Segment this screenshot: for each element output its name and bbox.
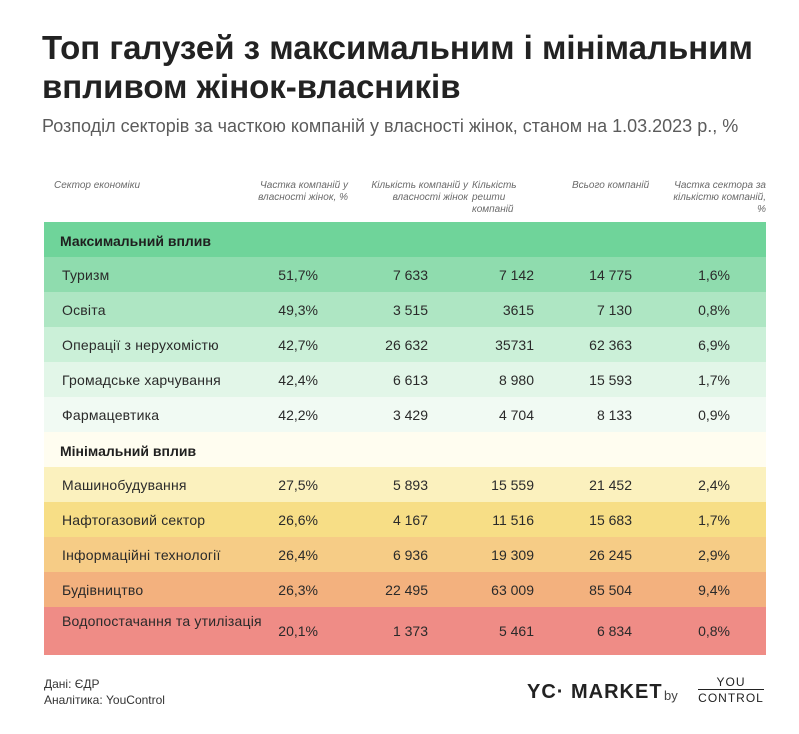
cell-total: 6 834 (596, 623, 632, 639)
sector-name: Громадське харчування (62, 372, 221, 388)
column-header-sector: Сектор економіки (54, 180, 141, 191)
table-row: Машинобудування 27,5% 5 893 15 559 21 452 2,4… (44, 467, 766, 502)
cell-share-women: 20,1% (278, 623, 318, 639)
sector-name: Нафтогазовий сектор (62, 512, 206, 528)
cell-sector-share: 0,8% (698, 302, 730, 318)
cell-share-women: 42,2% (278, 407, 318, 423)
cell-women-companies: 6 936 (392, 547, 428, 563)
chart-subtitle: Розподіл секторів за часткою компаній у … (42, 116, 739, 136)
cell-sector-share: 2,4% (698, 477, 730, 493)
column-header-share-women: Частка компаній у власності жінок, % (258, 180, 348, 203)
cell-other-companies: 4 704 (498, 407, 534, 423)
cell-women-companies: 7 633 (392, 267, 428, 283)
cell-total: 14 775 (589, 267, 632, 283)
footer-credits: Дані: ЄДР Аналітика: YouControl (44, 676, 165, 708)
table-header: Сектор економіки Частка компаній у власн… (44, 178, 766, 222)
cell-sector-share: 1,6% (698, 267, 730, 283)
cell-total: 7 130 (596, 302, 632, 318)
cell-sector-share: 0,8% (698, 623, 730, 639)
cell-total: 26 245 (589, 547, 632, 563)
cell-share-women: 26,4% (278, 547, 318, 563)
cell-sector-share: 1,7% (698, 372, 730, 388)
column-header-women-companies: Кількість компаній у власності жінок (371, 180, 468, 203)
data-table: Сектор економіки Частка компаній у власн… (44, 178, 766, 655)
cell-women-companies: 22 495 (385, 582, 428, 598)
cell-other-companies: 15 559 (491, 477, 534, 493)
table-row: Водопостачання та утилізація 20,1% 1 373 5 … (44, 607, 766, 655)
logo-line-2: CONTROL (698, 689, 764, 705)
cell-total: 15 683 (589, 512, 632, 528)
yc-market-logo: YC· MARKET (527, 681, 663, 703)
column-header-other-companies: Кількість решти компаній (472, 180, 517, 215)
table-row: Освіта 49,3% 3 515 3615 7 130 0,8% (44, 292, 766, 327)
cell-women-companies: 6 613 (392, 372, 428, 388)
cell-sector-share: 9,4% (698, 582, 730, 598)
cell-other-companies: 8 980 (498, 372, 534, 388)
cell-sector-share: 1,7% (698, 512, 730, 528)
cell-women-companies: 4 167 (392, 512, 428, 528)
sector-name: Операції з нерухомістю (62, 337, 219, 353)
cell-sector-share: 2,9% (698, 547, 730, 563)
cell-other-companies: 35731 (495, 337, 534, 353)
section-header: Мінімальний вплив (44, 432, 766, 467)
youcontrol-logo: YOU CONTROL (696, 675, 766, 705)
table-row: Інформаційні технології 26,4% 6 936 19 309 2… (44, 537, 766, 572)
cell-other-companies: 3615 (502, 302, 534, 318)
table-row: Громадське харчування 42,4% 6 613 8 980 15 5… (44, 362, 766, 397)
column-header-total: Всього компаній (572, 180, 650, 191)
cell-other-companies: 19 309 (491, 547, 534, 563)
sector-name: Фармацевтика (62, 407, 160, 423)
chart-title: Топ галузей з максимальним і мінімальним… (42, 29, 753, 105)
table-row: Туризм 51,7% 7 633 7 142 14 775 1,6% (44, 257, 766, 292)
cell-women-companies: 26 632 (385, 337, 428, 353)
table-row: Фармацевтика 42,2% 3 429 4 704 8 133 0,9% (44, 397, 766, 432)
cell-women-companies: 3 515 (392, 302, 428, 318)
cell-total: 21 452 (589, 477, 632, 493)
cell-other-companies: 7 142 (498, 267, 534, 283)
table-row: Будівництво 26,3% 22 495 63 009 85 504 9,4% (44, 572, 766, 607)
cell-sector-share: 6,9% (698, 337, 730, 353)
sector-name: Водопостачання та утилізація (62, 613, 262, 629)
analytics-note: Аналітика: YouControl (44, 693, 165, 707)
cell-total: 85 504 (589, 582, 632, 598)
cell-women-companies: 3 429 (392, 407, 428, 423)
cell-share-women: 49,3% (278, 302, 318, 318)
sector-name: Машинобудування (62, 477, 187, 493)
cell-other-companies: 5 461 (498, 623, 534, 639)
cell-total: 8 133 (596, 407, 632, 423)
cell-share-women: 51,7% (278, 267, 318, 283)
cell-other-companies: 11 516 (492, 512, 534, 528)
cell-women-companies: 1 373 (392, 623, 428, 639)
cell-total: 62 363 (589, 337, 632, 353)
sector-name: Інформаційні технології (62, 547, 221, 563)
cell-total: 15 593 (589, 372, 632, 388)
cell-share-women: 26,6% (278, 512, 318, 528)
column-header-sector-share: Частка сектора за кількістю компаній, % (673, 180, 766, 215)
sector-name: Туризм (62, 267, 110, 283)
cell-share-women: 42,4% (278, 372, 318, 388)
logo-line-1: YOU (716, 675, 746, 689)
table-row: Нафтогазовий сектор 26,6% 4 167 11 516 15 68… (44, 502, 766, 537)
cell-sector-share: 0,9% (698, 407, 730, 423)
section-header: Максимальний вплив (44, 222, 766, 257)
cell-share-women: 26,3% (278, 582, 318, 598)
cell-share-women: 42,7% (278, 337, 318, 353)
cell-other-companies: 63 009 (491, 582, 534, 598)
sector-name: Будівництво (62, 582, 144, 598)
table-body: Максимальний вплив Туризм 51,7% 7 633 7 142 1… (44, 222, 766, 655)
by-label: by (664, 688, 678, 703)
table-row: Операції з нерухомістю 42,7% 26 632 35731 62… (44, 327, 766, 362)
sector-name: Освіта (62, 302, 106, 318)
section-title: Мінімальний вплив (60, 443, 197, 459)
source-note: Дані: ЄДР (44, 677, 100, 691)
cell-share-women: 27,5% (278, 477, 318, 493)
cell-women-companies: 5 893 (392, 477, 428, 493)
section-title: Максимальний вплив (60, 233, 212, 249)
